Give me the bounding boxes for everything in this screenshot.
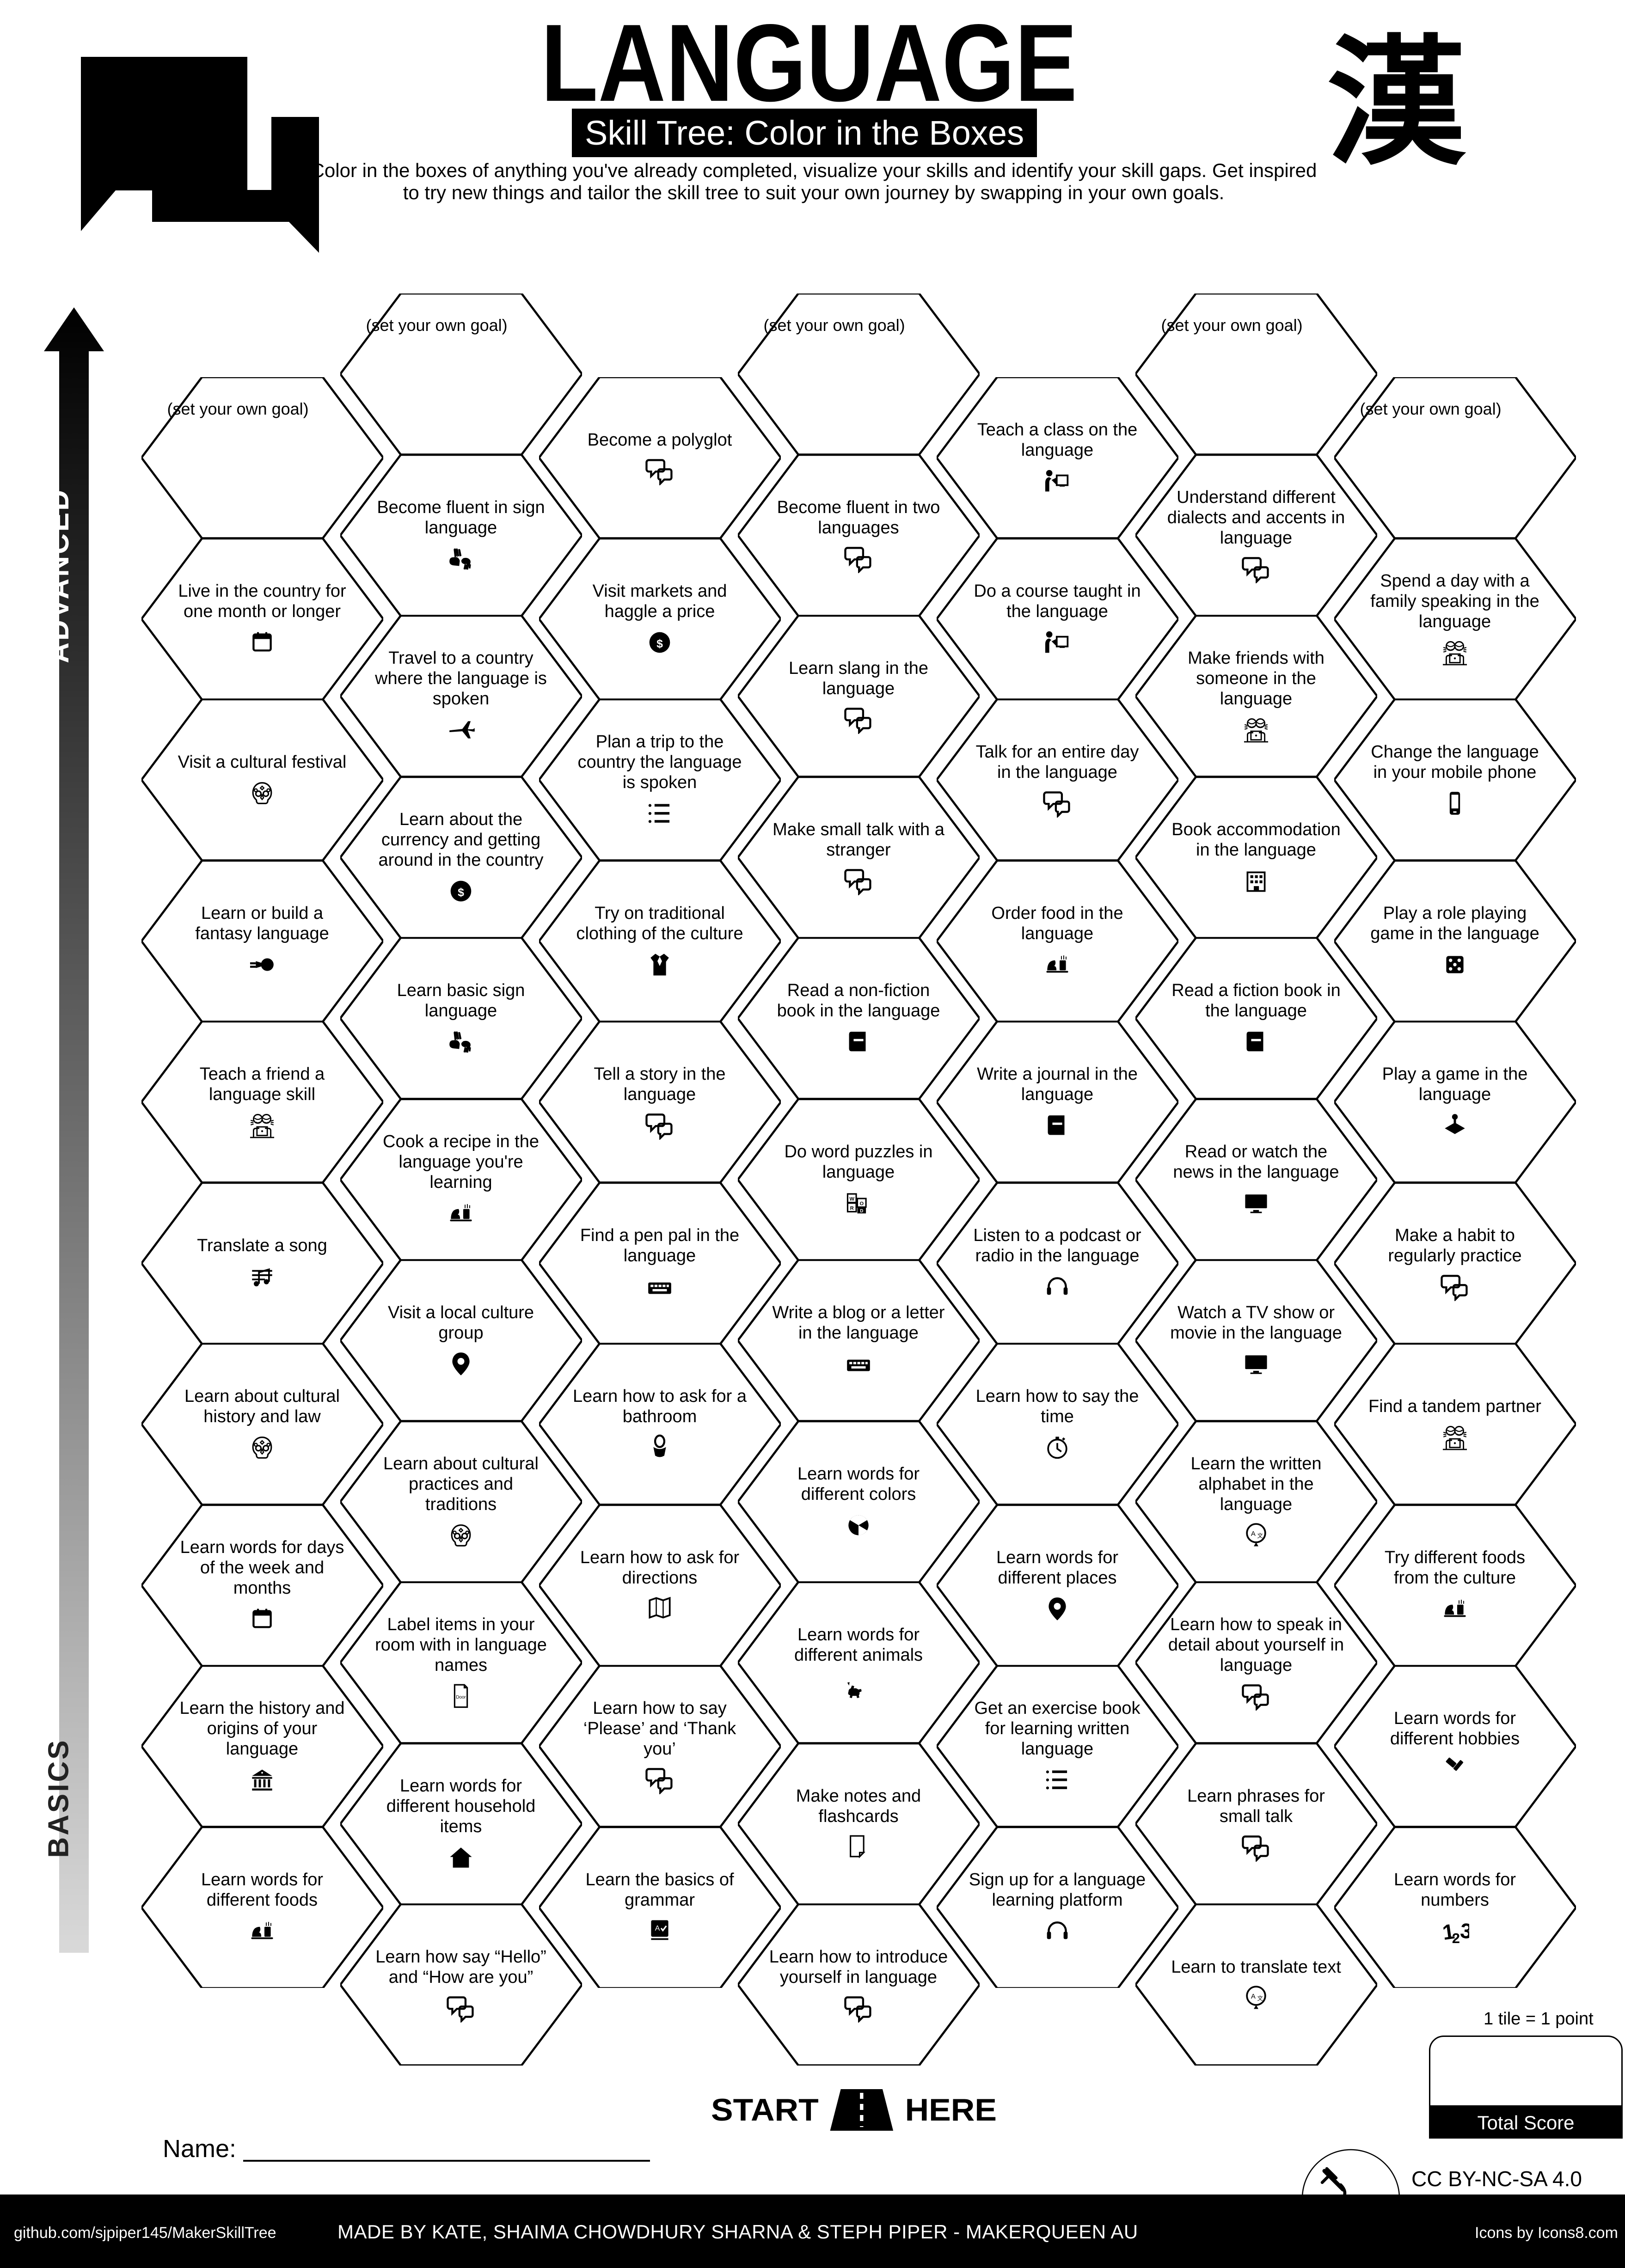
svg-text:文: 文 [1257,1995,1263,2002]
svg-text:文: 文 [1257,1532,1263,1539]
svg-text:R: R [850,1205,854,1211]
svg-text:W: W [849,1196,854,1202]
svg-text:$: $ [458,886,464,899]
svg-text:3: 3 [1459,1918,1469,1943]
svg-text:O: O [859,1201,864,1206]
svg-text:A: A [1251,1530,1256,1538]
svg-text:Door: Door [456,1695,466,1700]
svg-text:A: A [655,1924,660,1932]
svg-text:2: 2 [1452,1930,1460,1945]
svg-text:A: A [1251,1993,1256,2001]
svg-text:D: D [860,1209,863,1214]
svg-text:$: $ [656,638,663,650]
